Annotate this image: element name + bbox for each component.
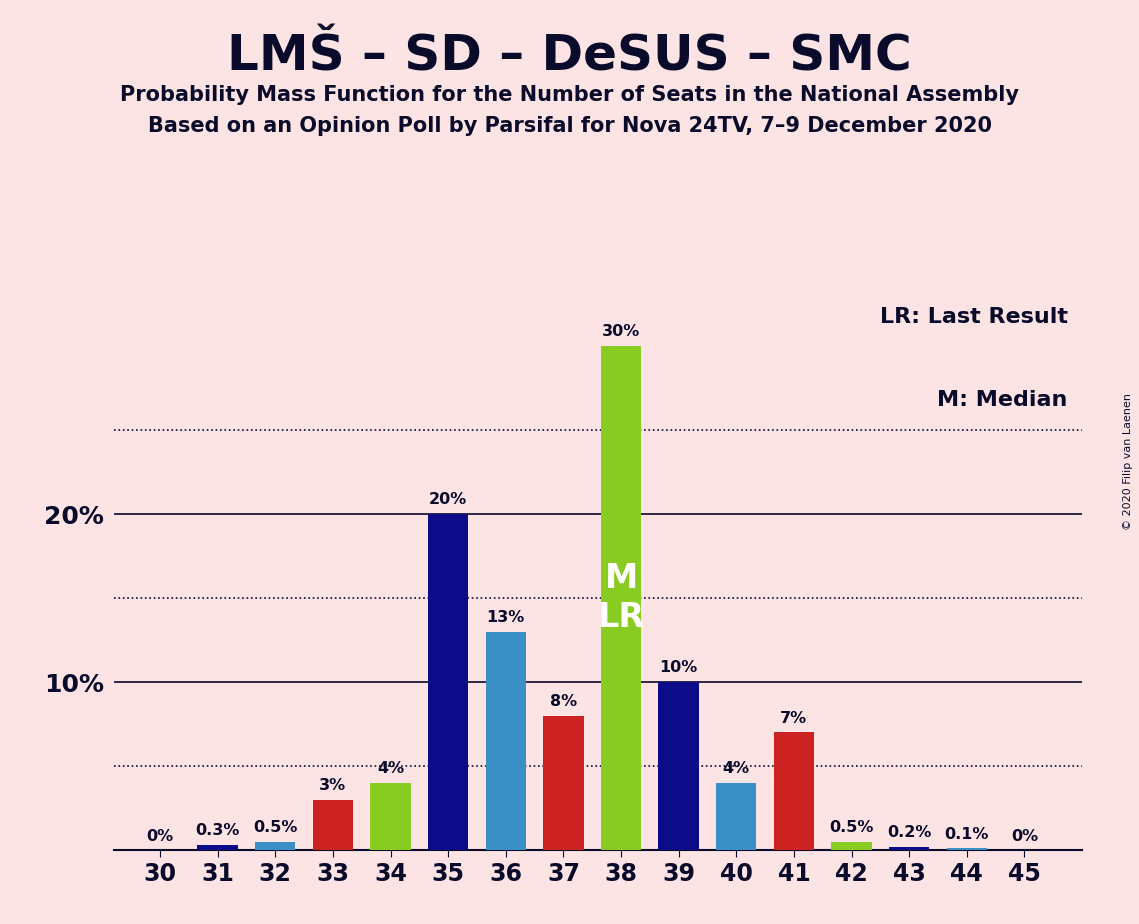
- Text: M: Median: M: Median: [937, 390, 1067, 410]
- Text: Probability Mass Function for the Number of Seats in the National Assembly: Probability Mass Function for the Number…: [120, 85, 1019, 105]
- Text: 0.3%: 0.3%: [196, 823, 240, 838]
- Bar: [890, 846, 929, 850]
- Text: 0.5%: 0.5%: [829, 820, 874, 835]
- Bar: [197, 845, 238, 850]
- Bar: [716, 783, 756, 850]
- Text: 0.1%: 0.1%: [944, 827, 989, 842]
- Text: 8%: 8%: [550, 694, 577, 709]
- Bar: [313, 799, 353, 850]
- Text: M
LR: M LR: [598, 563, 645, 634]
- Text: 30%: 30%: [601, 324, 640, 339]
- Bar: [370, 783, 411, 850]
- Bar: [601, 346, 641, 850]
- Text: 20%: 20%: [429, 492, 467, 507]
- Text: LR: Last Result: LR: Last Result: [879, 307, 1067, 327]
- Text: 4%: 4%: [723, 761, 749, 776]
- Text: 10%: 10%: [659, 661, 698, 675]
- Text: 0%: 0%: [1010, 829, 1038, 845]
- Text: 13%: 13%: [486, 610, 525, 625]
- Bar: [543, 716, 583, 850]
- Bar: [947, 848, 988, 850]
- Bar: [658, 682, 699, 850]
- Text: 0%: 0%: [147, 829, 173, 845]
- Text: © 2020 Filip van Laenen: © 2020 Filip van Laenen: [1123, 394, 1133, 530]
- Bar: [255, 842, 295, 850]
- Text: Based on an Opinion Poll by Parsifal for Nova 24TV, 7–9 December 2020: Based on an Opinion Poll by Parsifal for…: [147, 116, 992, 137]
- Bar: [831, 842, 871, 850]
- Bar: [773, 733, 814, 850]
- Text: 0.5%: 0.5%: [253, 820, 297, 835]
- Text: 7%: 7%: [780, 711, 808, 725]
- Text: 4%: 4%: [377, 761, 404, 776]
- Bar: [485, 632, 526, 850]
- Text: 0.2%: 0.2%: [887, 825, 932, 840]
- Text: LMŠ – SD – DeSUS – SMC: LMŠ – SD – DeSUS – SMC: [227, 32, 912, 80]
- Bar: [428, 514, 468, 850]
- Text: 3%: 3%: [319, 778, 346, 793]
